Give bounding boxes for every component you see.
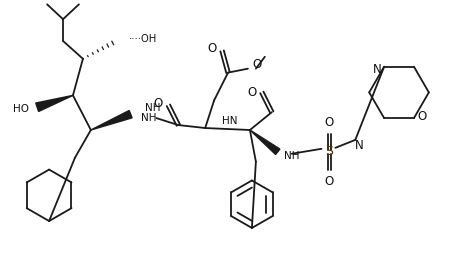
Text: NH: NH (141, 113, 156, 123)
Text: O: O (325, 116, 334, 129)
Text: O: O (417, 110, 427, 123)
Text: O: O (154, 97, 163, 110)
Polygon shape (91, 110, 132, 130)
Text: O: O (252, 58, 261, 71)
Text: NH: NH (144, 103, 160, 113)
Text: S: S (326, 145, 333, 158)
Text: NH: NH (284, 151, 299, 161)
Text: HN: HN (222, 116, 237, 126)
Text: O: O (208, 42, 217, 55)
Polygon shape (36, 95, 73, 111)
Text: N: N (373, 63, 381, 76)
Text: HO: HO (13, 104, 29, 114)
Text: N: N (355, 139, 363, 152)
Text: O: O (325, 175, 334, 188)
Text: ····OH: ····OH (129, 34, 157, 44)
Text: O: O (247, 86, 256, 99)
Polygon shape (250, 130, 280, 155)
